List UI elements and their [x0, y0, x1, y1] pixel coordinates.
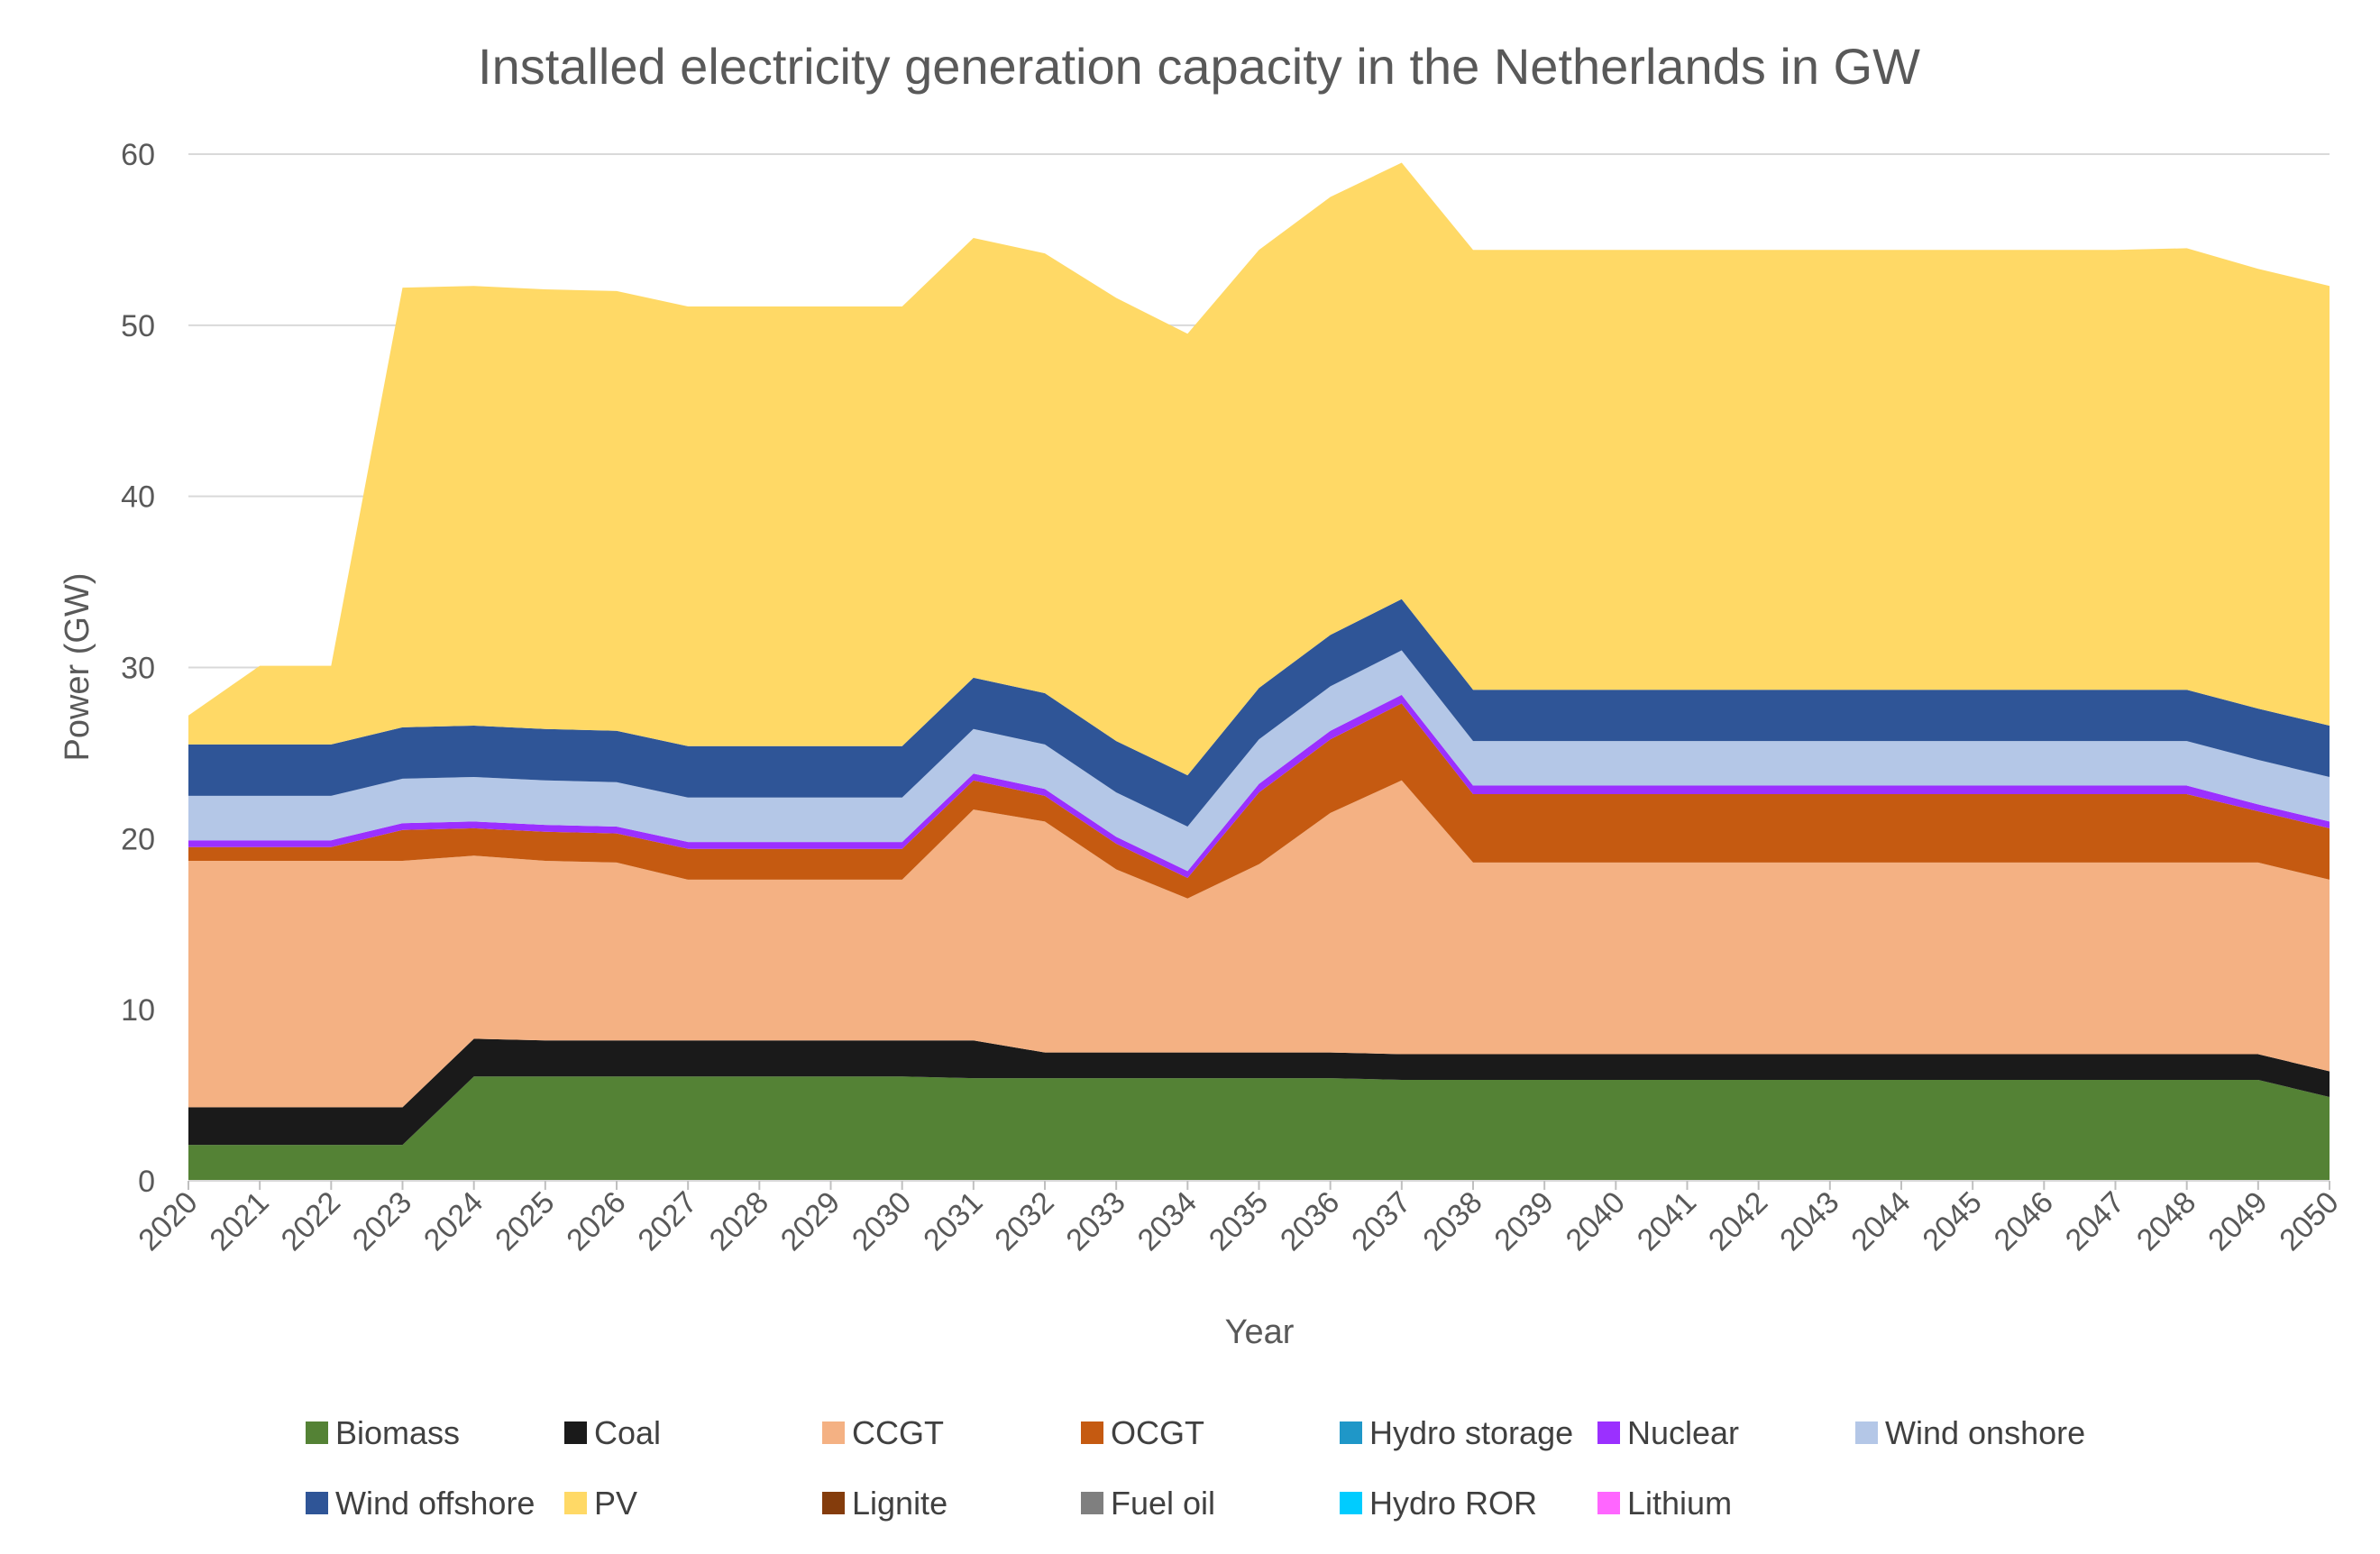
- x-tick-label: 2043: [1773, 1185, 1845, 1257]
- x-tick-label: 2029: [774, 1185, 847, 1257]
- area-coal: [188, 1038, 2330, 1146]
- area-ocgt: [188, 703, 2330, 899]
- x-tick-label: 2049: [2202, 1185, 2274, 1257]
- legend-item-lignite: Lignite: [822, 1485, 947, 1522]
- legend-item-pv: PV: [564, 1485, 637, 1522]
- y-tick-label: 10: [121, 993, 155, 1028]
- area-pv: [188, 162, 2330, 776]
- legend-label-wind-onshore: Wind onshore: [1885, 1414, 2085, 1451]
- y-tick-label: 0: [138, 1165, 155, 1199]
- x-axis-title: Year: [1225, 1313, 1295, 1351]
- x-tick-label: 2035: [1203, 1185, 1275, 1257]
- y-tick-label: 30: [121, 652, 155, 686]
- x-tick-label: 2026: [560, 1185, 632, 1257]
- x-tick-label: 2034: [1131, 1185, 1204, 1257]
- legend-swatch-biomass: [306, 1421, 328, 1444]
- legend-label-fuel-oil: Fuel oil: [1111, 1485, 1215, 1522]
- legend-label-hydro-storage: Hydro storage: [1369, 1414, 1573, 1451]
- legend-item-coal: Coal: [564, 1414, 661, 1451]
- legend-label-coal: Coal: [594, 1414, 661, 1451]
- legend-swatch-coal: [564, 1421, 587, 1444]
- legend-swatch-pv: [564, 1492, 587, 1514]
- legend-label-nuclear: Nuclear: [1627, 1414, 1739, 1451]
- area-biomass: [188, 1076, 2330, 1181]
- x-tick-label: 2028: [703, 1185, 775, 1257]
- y-tick-label: 20: [121, 822, 155, 856]
- x-tick-label: 2041: [1631, 1185, 1703, 1257]
- x-tick-label: 2046: [1988, 1185, 2060, 1257]
- legend-item-hydro-ror: Hydro ROR: [1340, 1485, 1537, 1522]
- legend-item-biomass: Biomass: [306, 1414, 460, 1451]
- legend-swatch-wind-onshore: [1855, 1421, 1878, 1444]
- x-tick-label: 2031: [917, 1185, 989, 1257]
- legend-label-ccgt: CCGT: [852, 1414, 944, 1451]
- legend-label-lithium: Lithium: [1627, 1485, 1732, 1522]
- x-tick-label: 2023: [346, 1185, 418, 1257]
- legend-item-nuclear: Nuclear: [1597, 1414, 1739, 1451]
- legend-label-biomass: Biomass: [335, 1414, 460, 1451]
- legend-item-ocgt: OCGT: [1081, 1414, 1204, 1451]
- legend-label-wind-offshore: Wind offshore: [335, 1485, 535, 1522]
- x-tick-label: 2022: [275, 1185, 347, 1257]
- legend-swatch-ocgt: [1081, 1421, 1103, 1444]
- legend-item-ccgt: CCGT: [822, 1414, 944, 1451]
- y-tick-label: 40: [121, 480, 155, 515]
- legend-label-hydro-ror: Hydro ROR: [1369, 1485, 1537, 1522]
- legend-item-hydro-storage: Hydro storage: [1340, 1414, 1573, 1451]
- legend-item-lithium: Lithium: [1597, 1485, 1732, 1522]
- x-tick-label: 2044: [1844, 1185, 1917, 1257]
- x-tick-label: 2036: [1274, 1185, 1346, 1257]
- x-tick-label: 2032: [988, 1185, 1060, 1257]
- area-nuclear: [188, 694, 2330, 878]
- x-tick-label: 2040: [1560, 1185, 1632, 1257]
- x-tick-label: 2038: [1416, 1185, 1488, 1257]
- legend: Biomass Coal CCGT OCGT Hydro storage Nuclear W…: [306, 1414, 2085, 1522]
- x-tick-label: 2021: [203, 1185, 275, 1257]
- legend-swatch-ccgt: [822, 1421, 845, 1444]
- area-wind-offshore: [188, 599, 2330, 827]
- y-tick-label: 60: [121, 138, 155, 172]
- legend-label-ocgt: OCGT: [1111, 1414, 1204, 1451]
- y-axis-title: Power (GW): [59, 573, 96, 762]
- x-tick-label: 2039: [1488, 1185, 1560, 1257]
- area-series: [188, 162, 2330, 1181]
- x-tick-label: 2045: [1916, 1185, 1988, 1257]
- legend-swatch-wind-offshore: [306, 1492, 328, 1514]
- legend-label-lignite: Lignite: [852, 1485, 947, 1522]
- legend-item-fuel-oil: Fuel oil: [1081, 1485, 1215, 1522]
- legend-swatch-nuclear: [1597, 1421, 1620, 1444]
- y-tick-label: 50: [121, 309, 155, 343]
- legend-label-pv: PV: [594, 1485, 637, 1522]
- legend-swatch-hydro-storage: [1340, 1421, 1362, 1444]
- x-tick-label: 2025: [489, 1185, 561, 1257]
- area-wind-onshore: [188, 650, 2330, 872]
- area-ccgt: [188, 780, 2330, 1108]
- x-tick-label: 2027: [631, 1185, 703, 1257]
- legend-swatch-lithium: [1597, 1492, 1620, 1514]
- legend-swatch-hydro-ror: [1340, 1492, 1362, 1514]
- x-tick-label: 2042: [1702, 1185, 1774, 1257]
- x-tick-label: 2033: [1059, 1185, 1131, 1257]
- legend-item-wind-offshore: Wind offshore: [306, 1485, 535, 1522]
- x-tick-label: 2030: [846, 1185, 918, 1257]
- legend-swatch-lignite: [822, 1492, 845, 1514]
- x-tick-label: 2048: [2130, 1185, 2202, 1257]
- x-tick-label: 2050: [2273, 1185, 2345, 1257]
- x-tick-label: 2047: [2059, 1185, 2131, 1257]
- legend-item-wind-onshore: Wind onshore: [1855, 1414, 2085, 1451]
- x-tick-label: 2037: [1345, 1185, 1417, 1257]
- legend-swatch-fuel-oil: [1081, 1492, 1103, 1514]
- chart-title: Installed electricity generation capacit…: [478, 38, 1920, 95]
- x-tick-label: 2024: [417, 1185, 490, 1257]
